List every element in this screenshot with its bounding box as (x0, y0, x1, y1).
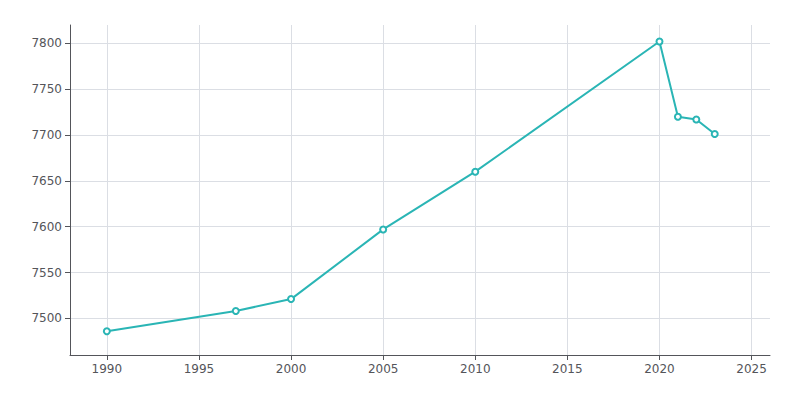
svg-text:7650: 7650 (31, 174, 62, 188)
svg-text:7500: 7500 (31, 311, 62, 325)
svg-text:1995: 1995 (184, 362, 215, 376)
svg-text:7550: 7550 (31, 266, 62, 280)
svg-text:7750: 7750 (31, 82, 62, 96)
svg-text:1990: 1990 (92, 362, 123, 376)
svg-text:7800: 7800 (31, 36, 62, 50)
svg-text:2025: 2025 (736, 362, 767, 376)
svg-text:2010: 2010 (460, 362, 491, 376)
svg-text:2005: 2005 (368, 362, 399, 376)
svg-text:2000: 2000 (276, 362, 307, 376)
svg-text:2015: 2015 (552, 362, 583, 376)
svg-text:7700: 7700 (31, 128, 62, 142)
svg-text:7600: 7600 (31, 220, 62, 234)
svg-text:2020: 2020 (644, 362, 675, 376)
